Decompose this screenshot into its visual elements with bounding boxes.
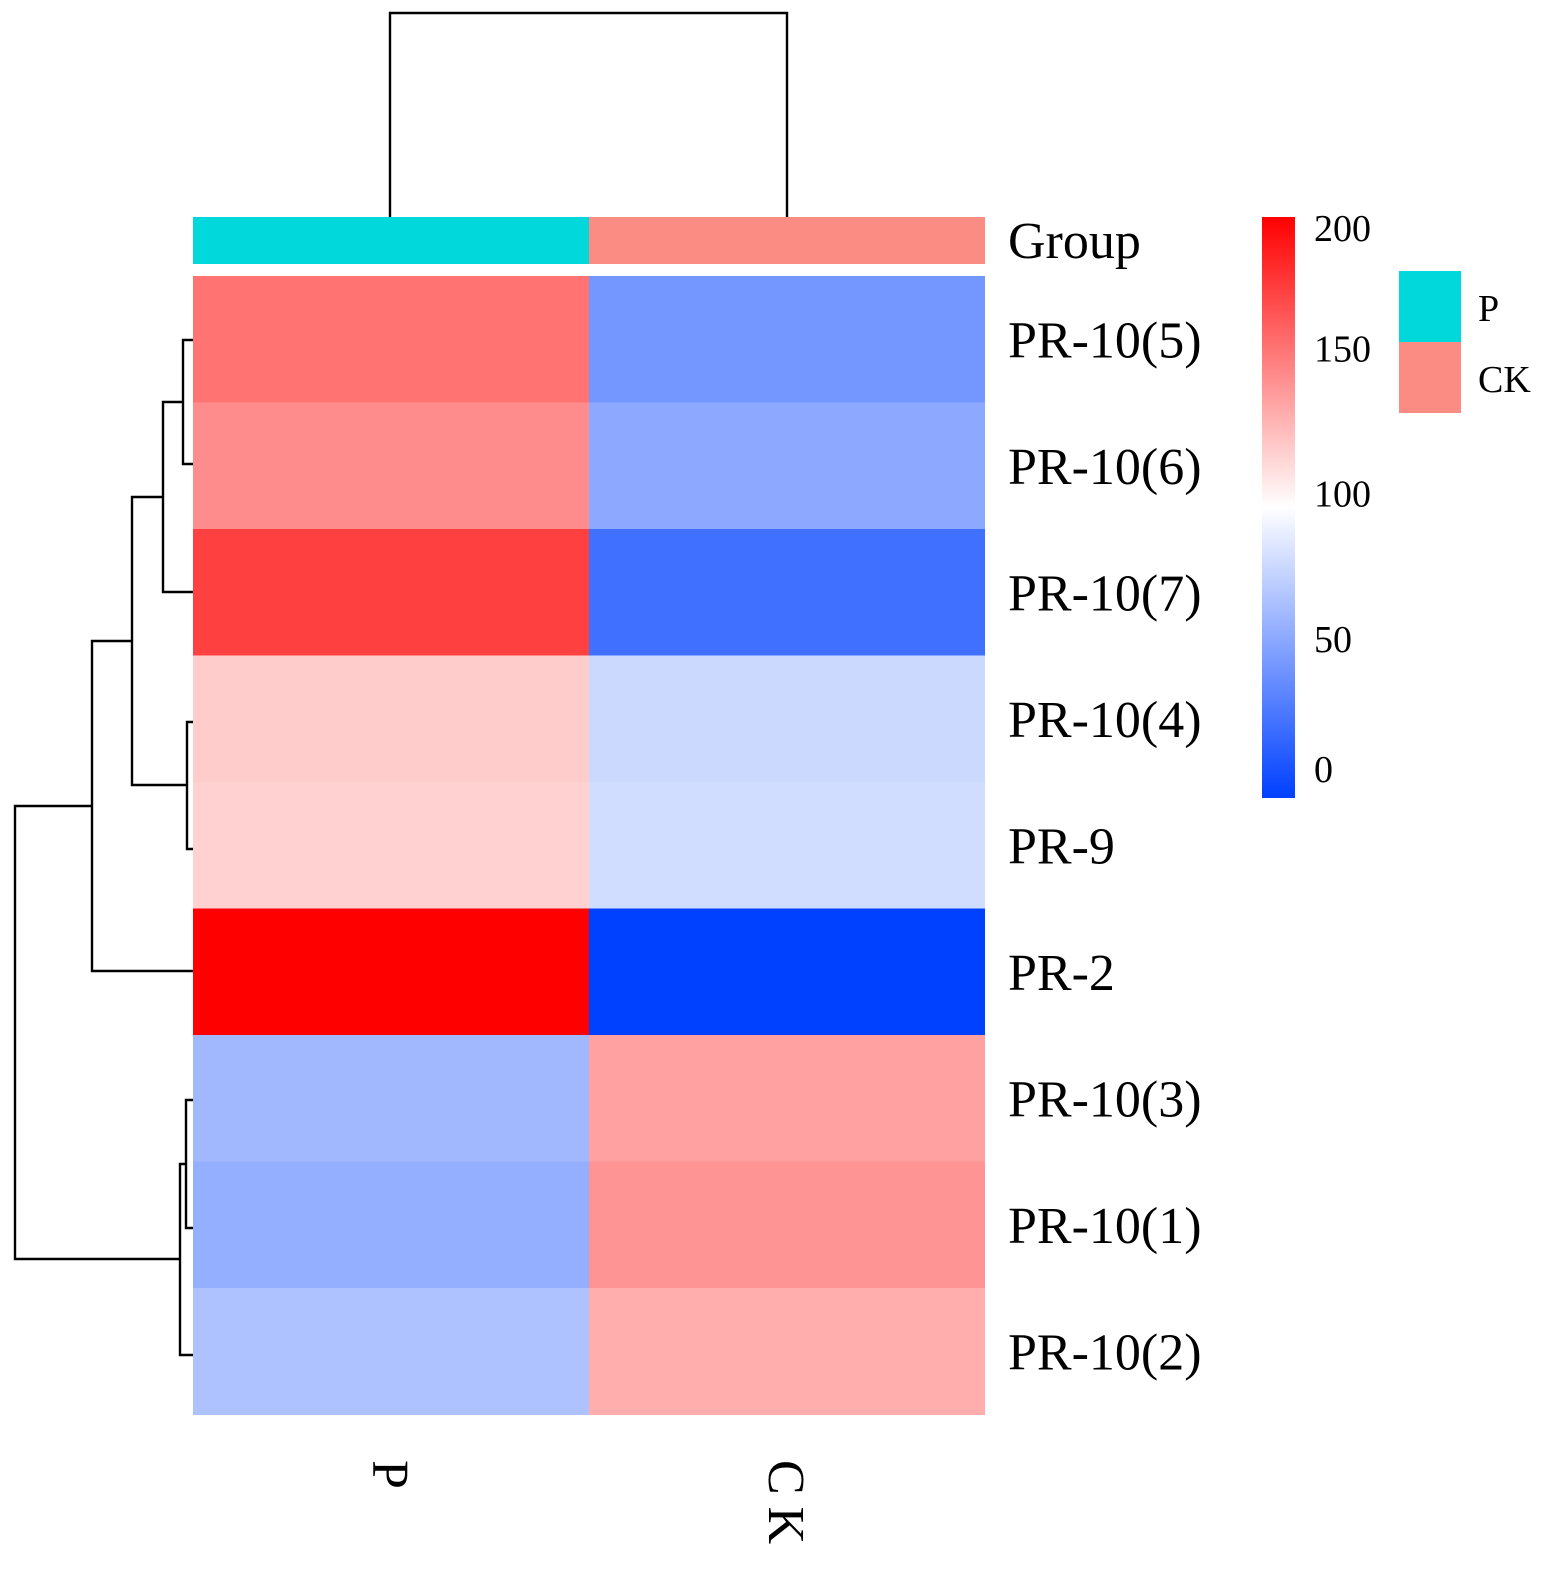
heatmap-cell-pr-10-2-ck [589,1288,985,1415]
colorbar-tick-label: 50 [1314,619,1352,661]
row-label: PR-10(2) [1008,1324,1202,1381]
row-dendrogram [13,338,193,1357]
heatmap-cell-pr-10-3-p [193,1035,589,1162]
heatmap-cell-pr-10-1-ck [589,1161,985,1289]
colorbar: 200 150 100 50 0 [1262,208,1371,798]
heatmap-cells [193,276,985,1415]
heatmap-cell-pr-10-7-ck [589,529,985,656]
row-label: PR-10(3) [1008,1071,1202,1128]
legend-label-ck: CK [1478,359,1531,401]
colorbar-tick-label: 0 [1314,749,1333,791]
heatmap-cell-pr-2-p [193,908,589,1036]
heatmap-cell-pr-2-ck [589,908,985,1036]
legend-swatch-ck [1399,342,1461,413]
heatmap-cell-pr-10-5-p [193,276,589,403]
heatmap-cell-pr-10-4-ck [589,655,985,783]
labels: Group PR-10(5) PR-10(6) PR-10(7) PR-10(4) PR-… [361,213,1202,1556]
heatmap-cell-pr-10-2-p [193,1288,589,1415]
colorbar-tick-label: 150 [1314,328,1371,370]
heatmap-cell-pr-9-p [193,782,589,909]
row-label: PR-10(7) [1008,565,1202,622]
colorbar-gradient-bar [1262,217,1295,798]
heatmap-cell-pr-10-6-p [193,402,589,530]
column-label-p: P [361,1460,418,1501]
group-bar-p [193,217,589,264]
heatmap-cell-pr-10-6-ck [589,402,985,530]
row-label: PR-10(4) [1008,692,1202,749]
row-label: PR-10(1) [1008,1198,1202,1255]
legend-label-p: P [1478,288,1499,330]
row-label: PR-10(6) [1008,439,1202,496]
group-bar-ck [589,217,985,264]
dendrograms [13,11,789,1357]
heatmap-cell-pr-10-1-p [193,1161,589,1289]
column-dendrogram [388,11,789,217]
colorbar-tick-label: 200 [1314,208,1371,250]
heatmap-cell-pr-9-ck [589,782,985,909]
heatmap-cell-pr-10-4-p [193,655,589,783]
row-label: PR-9 [1008,818,1115,875]
heatmap-cell-pr-10-5-ck [589,276,985,403]
heatmap-cell-pr-10-7-p [193,529,589,656]
column-label-ck: CK [757,1460,814,1556]
row-label: PR-10(5) [1008,312,1202,369]
colorbar-tick-label: 100 [1314,474,1371,516]
group-annotation-bar [193,217,985,264]
heatmap-cell-pr-10-3-ck [589,1035,985,1162]
legend-swatch-p [1399,271,1461,342]
group-legend: P CK [1399,271,1531,413]
row-label: PR-2 [1008,945,1115,1002]
group-annotation-title: Group [1008,213,1141,270]
